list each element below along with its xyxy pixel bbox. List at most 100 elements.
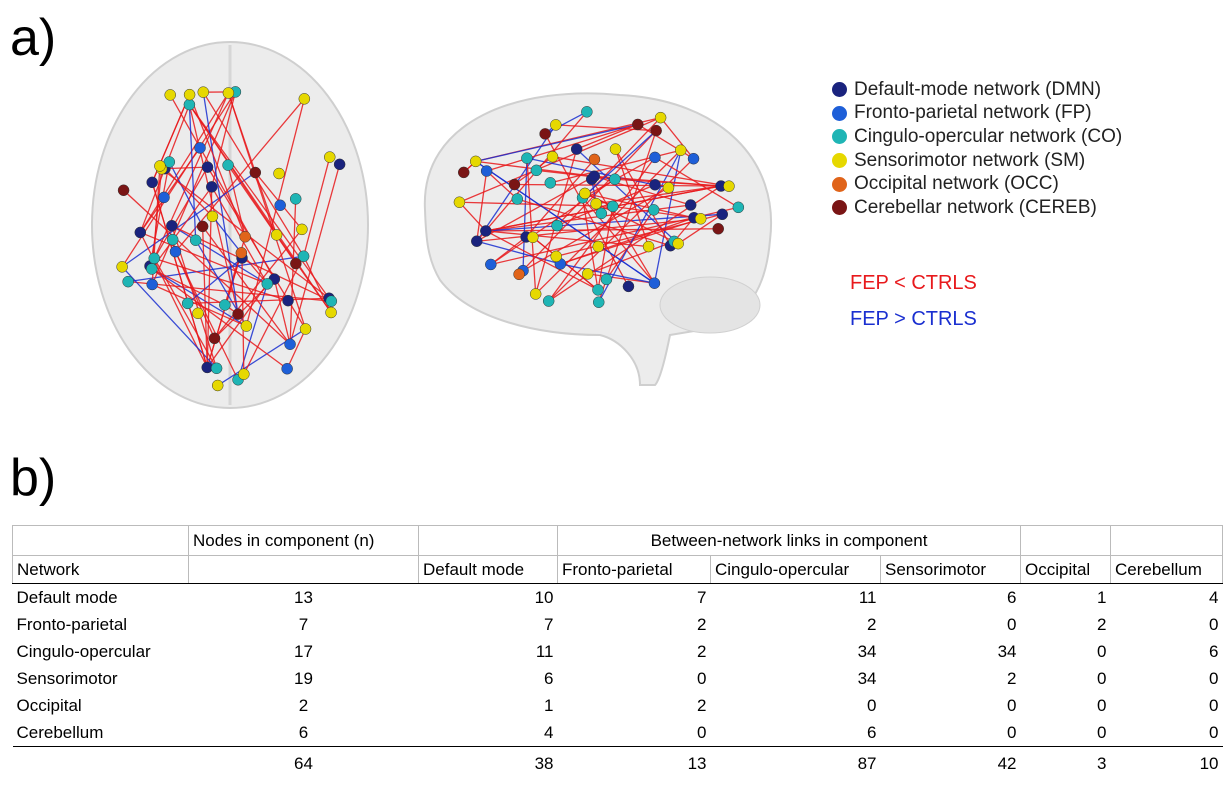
node <box>184 89 195 100</box>
node <box>651 125 662 136</box>
header-row: NetworkDefault modeFronto-parietalCingul… <box>13 556 1223 584</box>
node <box>521 153 532 164</box>
legend-item: Occipital network (OCC) <box>832 172 1122 196</box>
cell <box>13 526 189 556</box>
legend-label: Sensorimotor network (SM) <box>854 150 1085 172</box>
cell: Sensorimotor <box>13 665 189 692</box>
node <box>296 224 307 235</box>
legend-dot <box>832 177 847 192</box>
contrast-label: FEP < CTRLS <box>850 272 977 295</box>
cell: 0 <box>881 719 1021 747</box>
node <box>149 253 160 264</box>
cell: 2 <box>711 611 881 638</box>
node <box>579 188 590 199</box>
node <box>209 333 220 344</box>
node <box>623 281 634 292</box>
node <box>545 177 556 188</box>
node <box>233 309 244 320</box>
legend-dot <box>832 153 847 168</box>
node <box>167 234 178 245</box>
node <box>593 297 604 308</box>
legend-label: Occipital network (OCC) <box>854 173 1059 195</box>
node <box>649 278 660 289</box>
page: a) Default-mode network (DMN)Fronto-pari… <box>0 0 1225 789</box>
node <box>299 93 310 104</box>
cell: 0 <box>1021 692 1111 719</box>
node <box>610 144 621 155</box>
cell: 13 <box>189 584 419 612</box>
node <box>675 145 686 156</box>
node <box>212 380 223 391</box>
total-cell: 38 <box>419 747 558 781</box>
cell <box>189 556 419 584</box>
total-cell: 42 <box>881 747 1021 781</box>
cell <box>13 747 189 781</box>
group-header: Between-network links in component <box>558 526 1021 556</box>
node <box>723 181 734 192</box>
node <box>530 288 541 299</box>
node <box>663 182 674 193</box>
node <box>238 369 249 380</box>
cell: 4 <box>1111 584 1223 612</box>
node <box>685 200 696 211</box>
column-header: Network <box>13 556 189 584</box>
node <box>170 246 181 257</box>
cell: 34 <box>881 638 1021 665</box>
node <box>240 231 251 242</box>
column-header: Occipital <box>1021 556 1111 584</box>
cell: 34 <box>711 665 881 692</box>
group-header: Nodes in component (n) <box>189 526 419 556</box>
node <box>540 128 551 139</box>
cell: 2 <box>189 692 419 719</box>
node <box>250 167 261 178</box>
node <box>207 211 218 222</box>
node <box>713 223 724 234</box>
node <box>454 197 465 208</box>
node <box>282 363 293 374</box>
node <box>334 159 345 170</box>
cell: 0 <box>1111 719 1223 747</box>
node <box>154 160 165 171</box>
node <box>717 209 728 220</box>
node <box>290 193 301 204</box>
table-row: Cerebellum6406000 <box>13 719 1223 747</box>
node <box>609 174 620 185</box>
node <box>470 156 481 167</box>
legend-item: Cerebellar network (CEREB) <box>832 196 1122 220</box>
legend: Default-mode network (DMN)Fronto-parieta… <box>832 78 1122 220</box>
results-table: Nodes in component (n) Between-network li… <box>12 525 1223 780</box>
node <box>271 229 282 240</box>
cell: 0 <box>1021 719 1111 747</box>
legend-item: Cingulo-opercular network (CO) <box>832 125 1122 149</box>
total-cell: 13 <box>558 747 711 781</box>
node <box>509 179 520 190</box>
legend-label: Default-mode network (DMN) <box>854 79 1101 101</box>
cell: 0 <box>1021 665 1111 692</box>
cell: 7 <box>558 584 711 612</box>
legend-dot <box>832 129 847 144</box>
node <box>581 106 592 117</box>
node <box>547 151 558 162</box>
node <box>118 185 129 196</box>
node <box>300 323 311 334</box>
node <box>480 225 491 236</box>
node <box>241 321 252 332</box>
node <box>146 263 157 274</box>
node <box>262 278 273 289</box>
cell: 1 <box>1021 584 1111 612</box>
cell: Occipital <box>13 692 189 719</box>
node <box>211 363 222 374</box>
header-row: Nodes in component (n) Between-network li… <box>13 526 1223 556</box>
total-cell: 87 <box>711 747 881 781</box>
cell: 34 <box>711 638 881 665</box>
node <box>202 162 213 173</box>
cell <box>419 526 558 556</box>
node <box>596 208 607 219</box>
legend-label: Cerebellar network (CEREB) <box>854 197 1097 219</box>
node <box>198 87 209 98</box>
cell: Cerebellum <box>13 719 189 747</box>
cell <box>1111 526 1223 556</box>
legend-label: Fronto-parietal network (FP) <box>854 102 1092 124</box>
cell: 6 <box>419 665 558 692</box>
node <box>458 167 469 178</box>
